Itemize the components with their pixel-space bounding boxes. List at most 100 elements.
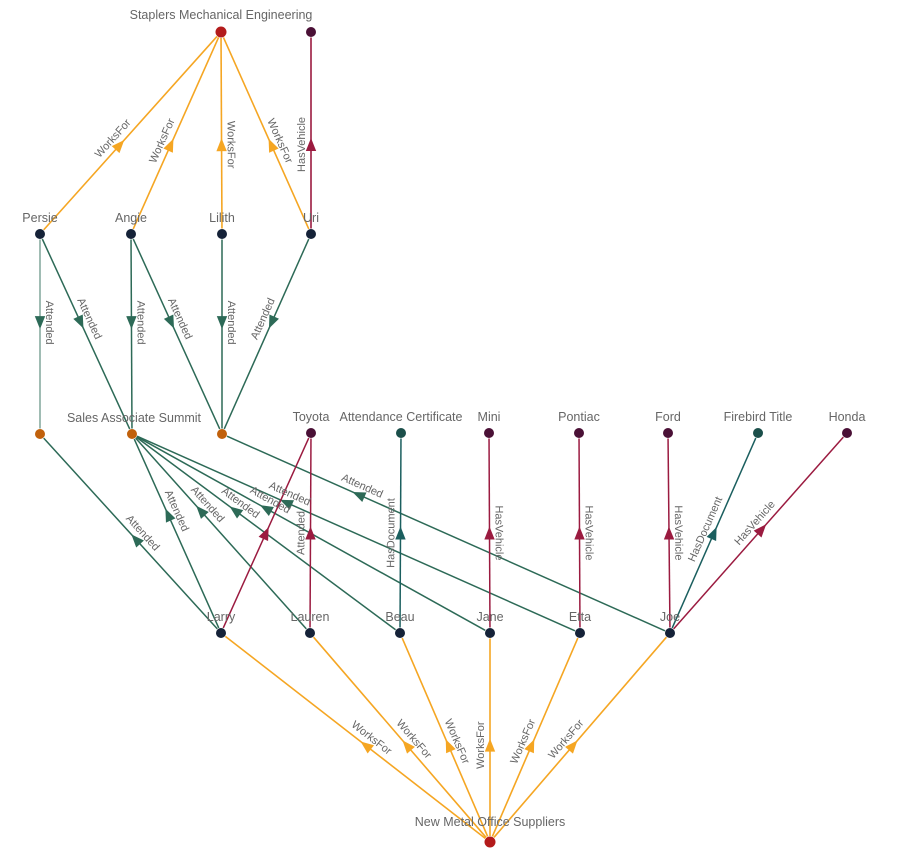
edge-arrowhead	[229, 506, 244, 519]
graph-edge	[401, 637, 489, 837]
edge-arrowhead	[360, 741, 375, 754]
node-label-uri: Uri	[303, 211, 319, 225]
node-label-larry: Larry	[207, 610, 236, 624]
graph-node-summit1[interactable]	[35, 429, 45, 439]
node-label-newmetal: New Metal Office Suppliers	[415, 815, 566, 829]
edge-label: HasVehicle	[492, 505, 504, 560]
edge-arrowhead	[753, 524, 767, 538]
edge-arrowhead	[126, 316, 137, 330]
edge-label: WorksFor	[225, 121, 237, 169]
graph-node-etta[interactable]	[575, 628, 585, 638]
graph-node-toyota[interactable]	[306, 428, 316, 438]
node-label-persie: Persie	[22, 211, 57, 225]
edge-arrowhead	[574, 526, 585, 540]
edge-arrowhead	[163, 138, 174, 153]
graph-node-persie[interactable]	[35, 229, 45, 239]
graph-node-summit3[interactable]	[217, 429, 227, 439]
edge-label: Attended	[225, 301, 237, 345]
edge-arrowhead	[73, 314, 84, 329]
node-label-honda: Honda	[829, 410, 866, 424]
graph-edge	[223, 238, 310, 430]
graph-edge	[43, 437, 218, 630]
graph-node-angie[interactable]	[126, 229, 136, 239]
graph-edge	[226, 435, 666, 632]
edge-arrowhead	[260, 505, 274, 517]
node-label-pontiac: Pontiac	[558, 410, 600, 424]
node-label-lauren: Lauren	[291, 610, 330, 624]
graph-edge	[493, 636, 668, 838]
graph-node-lilith[interactable]	[217, 229, 227, 239]
edge-arrowhead	[484, 738, 496, 752]
edge-label: HasVehicle	[582, 505, 594, 560]
graph-node-toyota_top[interactable]	[306, 27, 316, 37]
edge-arrowhead	[352, 491, 367, 502]
edge-arrowhead	[484, 526, 495, 540]
edge-label: HasVehicle	[296, 117, 308, 172]
node-label-summit2: Sales Associate Summit	[67, 411, 202, 425]
node-label-toyota: Toyota	[293, 410, 330, 424]
node-label-mini: Mini	[478, 410, 501, 424]
graph-node-honda[interactable]	[842, 428, 852, 438]
edge-arrowhead	[524, 739, 535, 754]
node-label-jane: Jane	[476, 610, 503, 624]
edges-layer	[34, 35, 844, 839]
node-label-firebird_title: Firebird Title	[724, 410, 793, 424]
graph-edge	[222, 37, 310, 230]
graph-edge	[136, 435, 576, 632]
graph-edge	[130, 239, 133, 429]
edge-arrowhead	[445, 739, 456, 754]
edge-arrowhead	[216, 138, 227, 152]
node-label-etta: Etta	[569, 610, 591, 624]
graph-node-beau[interactable]	[395, 628, 405, 638]
graph-node-newmetal[interactable]	[484, 836, 496, 848]
edge-label: HasVehicle	[732, 499, 777, 548]
edge-arrowhead	[268, 138, 279, 153]
edge-arrowhead	[111, 139, 125, 154]
graph-edge	[43, 35, 218, 231]
edge-label: HasVehicle	[672, 505, 685, 560]
edge-label: WorksFor	[475, 721, 487, 769]
graph-node-ford[interactable]	[663, 428, 673, 438]
edge-arrowhead	[258, 527, 269, 542]
edge-arrowhead	[305, 137, 317, 151]
edge-label: Attended	[43, 301, 55, 345]
graph-node-pontiac[interactable]	[574, 428, 584, 438]
edge-arrowhead	[268, 314, 279, 329]
graph-edge	[132, 238, 221, 430]
node-label-ford: Ford	[655, 410, 681, 424]
edge-label: WorksFor	[546, 717, 586, 761]
graph-edge	[220, 37, 223, 229]
graph-node-summit2[interactable]	[127, 429, 137, 439]
edge-arrowhead	[663, 526, 675, 540]
edge-arrowhead	[279, 499, 294, 510]
graph-node-staplers[interactable]	[215, 26, 227, 38]
edge-arrowhead	[402, 740, 415, 754]
edge-arrowhead	[216, 316, 228, 330]
graph-node-jane[interactable]	[485, 628, 495, 638]
edge-label: HasDocument	[385, 498, 397, 568]
graph-edge	[133, 438, 220, 629]
graph-edge	[135, 437, 307, 630]
node-label-attendance_cert: Attendance Certificate	[340, 410, 463, 424]
edge-arrowhead	[706, 527, 717, 542]
node-label-angie: Angie	[115, 211, 147, 225]
graph-node-larry[interactable]	[216, 628, 226, 638]
graph-node-mini[interactable]	[484, 428, 494, 438]
edge-arrowhead	[34, 316, 46, 330]
graph-node-attendance_cert[interactable]	[396, 428, 406, 438]
graph-node-uri[interactable]	[306, 229, 316, 239]
graph-node-firebird_title[interactable]	[753, 428, 763, 438]
edge-arrowhead	[165, 508, 176, 523]
graph-edge	[41, 238, 131, 430]
graph-edge	[312, 636, 487, 838]
graph-node-lauren[interactable]	[305, 628, 315, 638]
graph-node-joe[interactable]	[665, 628, 675, 638]
node-labels-layer: Staplers Mechanical Engineering Persie Ang…	[22, 8, 865, 829]
graph-edge	[132, 37, 220, 230]
nodes-layer	[35, 26, 852, 848]
edge-arrowhead	[305, 526, 316, 540]
node-label-joe: Joe	[660, 610, 680, 624]
edge-label: WorksFor	[394, 717, 434, 761]
node-label-beau: Beau	[385, 610, 414, 624]
